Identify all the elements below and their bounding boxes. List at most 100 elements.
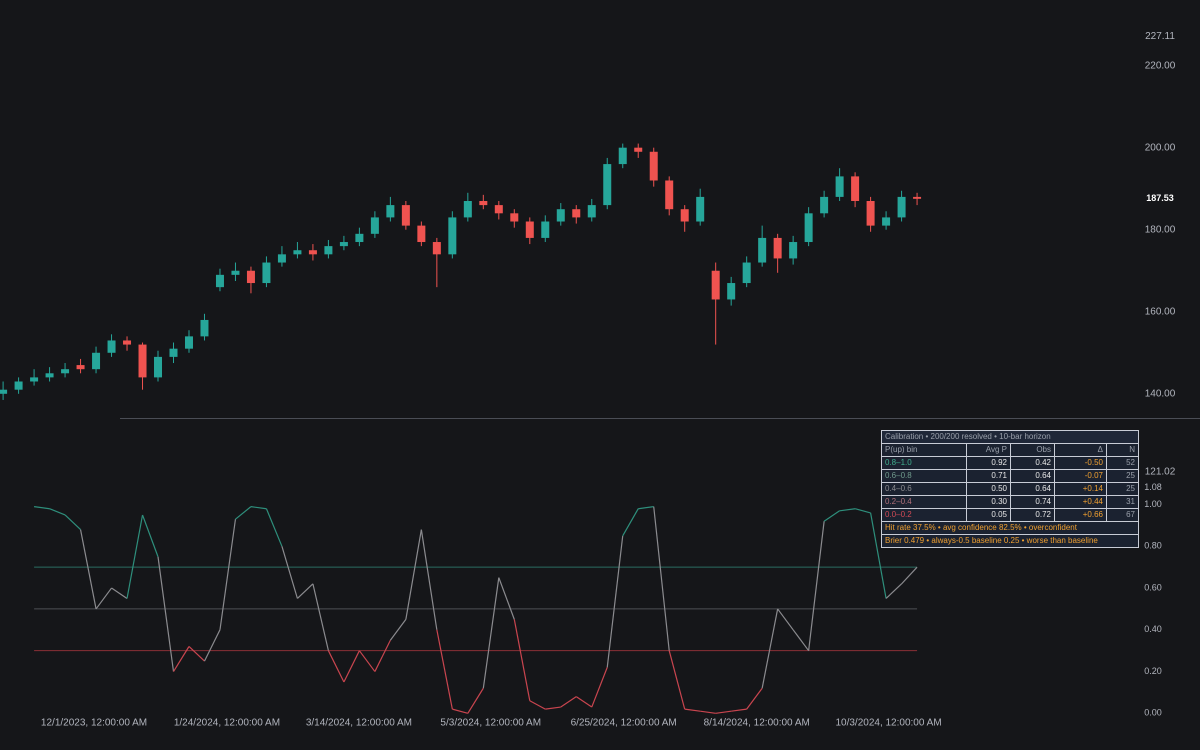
- table-cell: 31: [1106, 496, 1138, 508]
- candle-body: [727, 283, 736, 300]
- table-cell: 0.6–0.8: [885, 471, 912, 480]
- indicator-segment: [885, 583, 902, 599]
- indicator-segment: [638, 506, 654, 510]
- candle-body: [401, 205, 410, 226]
- candle-body: [154, 356, 163, 378]
- table-cell: -0.07: [1054, 470, 1106, 482]
- y-tick-label: 0.00: [1144, 708, 1162, 718]
- candle-body: [680, 209, 689, 222]
- table-cell: 0.30: [966, 496, 1010, 508]
- candle-body: [696, 196, 705, 222]
- candle-body: [479, 201, 488, 206]
- candle-body: [30, 377, 39, 382]
- header-cell: Avg P: [966, 444, 1010, 456]
- indicator-segment: [513, 619, 531, 701]
- table-cell: 0.64: [1010, 483, 1054, 495]
- indicator-segment: [545, 706, 561, 710]
- indicator-segment: [436, 629, 453, 710]
- indicator-segment: [808, 521, 825, 651]
- candle-body: [556, 209, 565, 222]
- candle-body: [448, 217, 457, 255]
- y-tick-label: 0.80: [1144, 541, 1162, 551]
- candle-body: [634, 147, 643, 152]
- indicator-segment: [157, 556, 175, 672]
- candle-body: [572, 209, 581, 218]
- table-title: Calibration • 200/200 resolved • 10-bar …: [882, 431, 1138, 443]
- candle-body: [45, 373, 54, 378]
- indicator-segment: [560, 696, 577, 708]
- indicator-segment: [870, 512, 887, 599]
- indicator-segment: [49, 508, 66, 516]
- candle-body: [494, 205, 503, 214]
- indicator-segment: [188, 646, 205, 662]
- x-tick-label: 5/3/2024, 12:00:00 AM: [440, 718, 541, 729]
- indicator-segment: [172, 646, 190, 672]
- candle-body: [324, 246, 333, 255]
- x-tick-label: 8/14/2024, 12:00:00 AM: [704, 718, 810, 729]
- indicator-segment: [79, 529, 97, 610]
- calibration-table: Calibration • 200/200 resolved • 10-bar …: [881, 430, 1139, 548]
- candle-body: [355, 233, 364, 243]
- indicator-segment: [622, 508, 639, 537]
- candle-body: [866, 201, 875, 226]
- indicator-segment: [467, 687, 484, 714]
- table-row: 0.4–0.6 0.50 0.64 +0.14 25: [882, 482, 1138, 495]
- indicator-segment: [684, 708, 701, 712]
- candle-body: [339, 242, 348, 247]
- header-cell: Obs: [1010, 444, 1054, 456]
- table-cell: 0.50: [966, 483, 1010, 495]
- indicator-segment: [34, 506, 50, 510]
- indicator-segment: [265, 508, 283, 547]
- indicator-segment: [111, 587, 128, 599]
- indicator-segment: [761, 608, 779, 689]
- candle-body: [169, 348, 178, 357]
- indicator-segment: [358, 650, 376, 672]
- candle-body: [277, 254, 286, 263]
- candle-body: [618, 147, 627, 165]
- table-cell: 0.8–1.0: [885, 458, 912, 467]
- indicator-segment: [700, 710, 716, 714]
- candle-body: [804, 213, 813, 243]
- indicator-segment: [126, 514, 144, 599]
- candle-body: [758, 237, 767, 263]
- indicator-segment: [312, 583, 329, 651]
- candle-body: [432, 242, 441, 255]
- header-cell: N: [1106, 444, 1138, 456]
- last-price-label: 187.53: [1146, 193, 1174, 203]
- table-cell: +0.14: [1054, 483, 1106, 495]
- y-tick-label: 220.00: [1145, 60, 1176, 71]
- indicator-segment: [281, 546, 299, 599]
- candle-body: [789, 242, 798, 259]
- table-cell: 0.72: [1010, 509, 1054, 521]
- table-cell: 0.64: [1010, 470, 1054, 482]
- indicator-segment: [575, 696, 593, 708]
- table-cell: 25: [1106, 483, 1138, 495]
- candle-body: [773, 237, 782, 259]
- table-row: 0.2–0.4 0.30 0.74 +0.44 31: [882, 495, 1138, 508]
- header-row: P(up) bin Avg P Obs Δ N: [882, 443, 1138, 456]
- indicator-segment: [901, 566, 918, 585]
- table-row: 0.0–0.2 0.05 0.72 +0.66 67: [882, 508, 1138, 521]
- y-tick-label: 1.00: [1144, 499, 1162, 509]
- table-cell: 0.4–0.6: [885, 484, 912, 493]
- header-cell: P(up) bin: [885, 445, 918, 454]
- indicator-segment: [591, 667, 608, 708]
- indicator-segment: [235, 506, 252, 520]
- indicator-segment: [746, 687, 763, 710]
- table-footer: Hit rate 37.5% • avg confidence 82.5% • …: [882, 521, 1138, 534]
- y-tick-label: 121.02: [1145, 466, 1176, 477]
- candle-body: [587, 205, 596, 218]
- indicator-segment: [95, 587, 113, 610]
- indicator-segment: [250, 506, 267, 510]
- x-tick-label: 6/25/2024, 12:00:00 AM: [571, 718, 677, 729]
- indicator-segment: [498, 577, 515, 620]
- y-tick-label: 180.00: [1145, 224, 1176, 235]
- table-row: 0.6–0.8 0.71 0.64 -0.07 25: [882, 469, 1138, 482]
- indicator-segment: [731, 708, 747, 712]
- candle-body: [835, 176, 844, 197]
- candle-body: [541, 221, 550, 238]
- x-tick-label: 12/1/2023, 12:00:00 AM: [41, 718, 147, 729]
- indicator-segment: [777, 608, 794, 631]
- table-cell: 0.71: [966, 470, 1010, 482]
- indicator-segment: [668, 650, 686, 710]
